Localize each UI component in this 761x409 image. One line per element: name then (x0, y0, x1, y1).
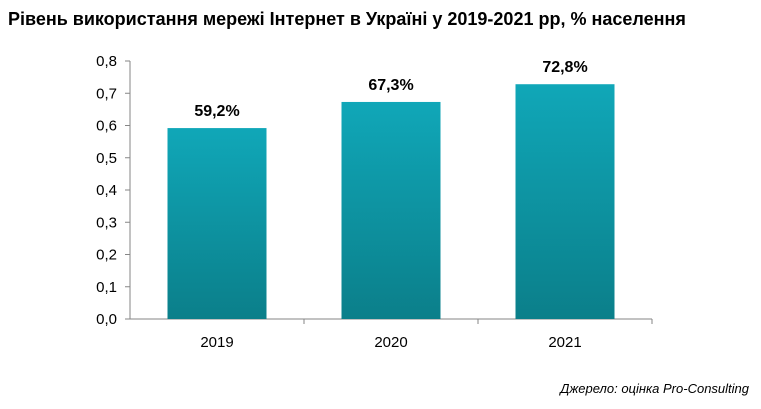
data-label-2019: 59,2% (194, 103, 239, 120)
y-tick-label: 0,3 (96, 214, 117, 231)
bar-2020 (341, 101, 441, 320)
bar-2021 (515, 84, 615, 319)
chart-title: Рівень використання мережі Інтернет в Ук… (8, 9, 686, 29)
bar-2019 (167, 128, 267, 319)
y-tick-label: 0,0 (96, 311, 117, 328)
x-tick-label: 2019 (200, 334, 233, 351)
y-tick-label: 0,8 (96, 53, 117, 70)
source-note: Джерело: оцінка Pro-Consulting (560, 381, 749, 396)
x-axis-ticks: 2019 2020 2021 (200, 319, 653, 351)
y-tick-label: 0,4 (96, 182, 117, 199)
y-axis-ticks: 0,0 0,1 0,2 0,3 0,4 0,5 0,6 0,7 0,8 (96, 53, 130, 328)
y-tick-label: 0,7 (96, 85, 117, 102)
bars (167, 84, 615, 320)
y-tick-label: 0,2 (96, 247, 117, 264)
y-tick-label: 0,1 (96, 279, 117, 296)
data-labels: 59,2% 67,3% 72,8% (194, 59, 587, 120)
y-tick-label: 0,5 (96, 150, 117, 167)
x-tick-label: 2021 (548, 334, 581, 351)
x-tick-label: 2020 (374, 334, 407, 351)
y-tick-label: 0,6 (96, 118, 117, 135)
data-label-2021: 72,8% (542, 59, 587, 76)
data-label-2020: 67,3% (368, 77, 413, 94)
